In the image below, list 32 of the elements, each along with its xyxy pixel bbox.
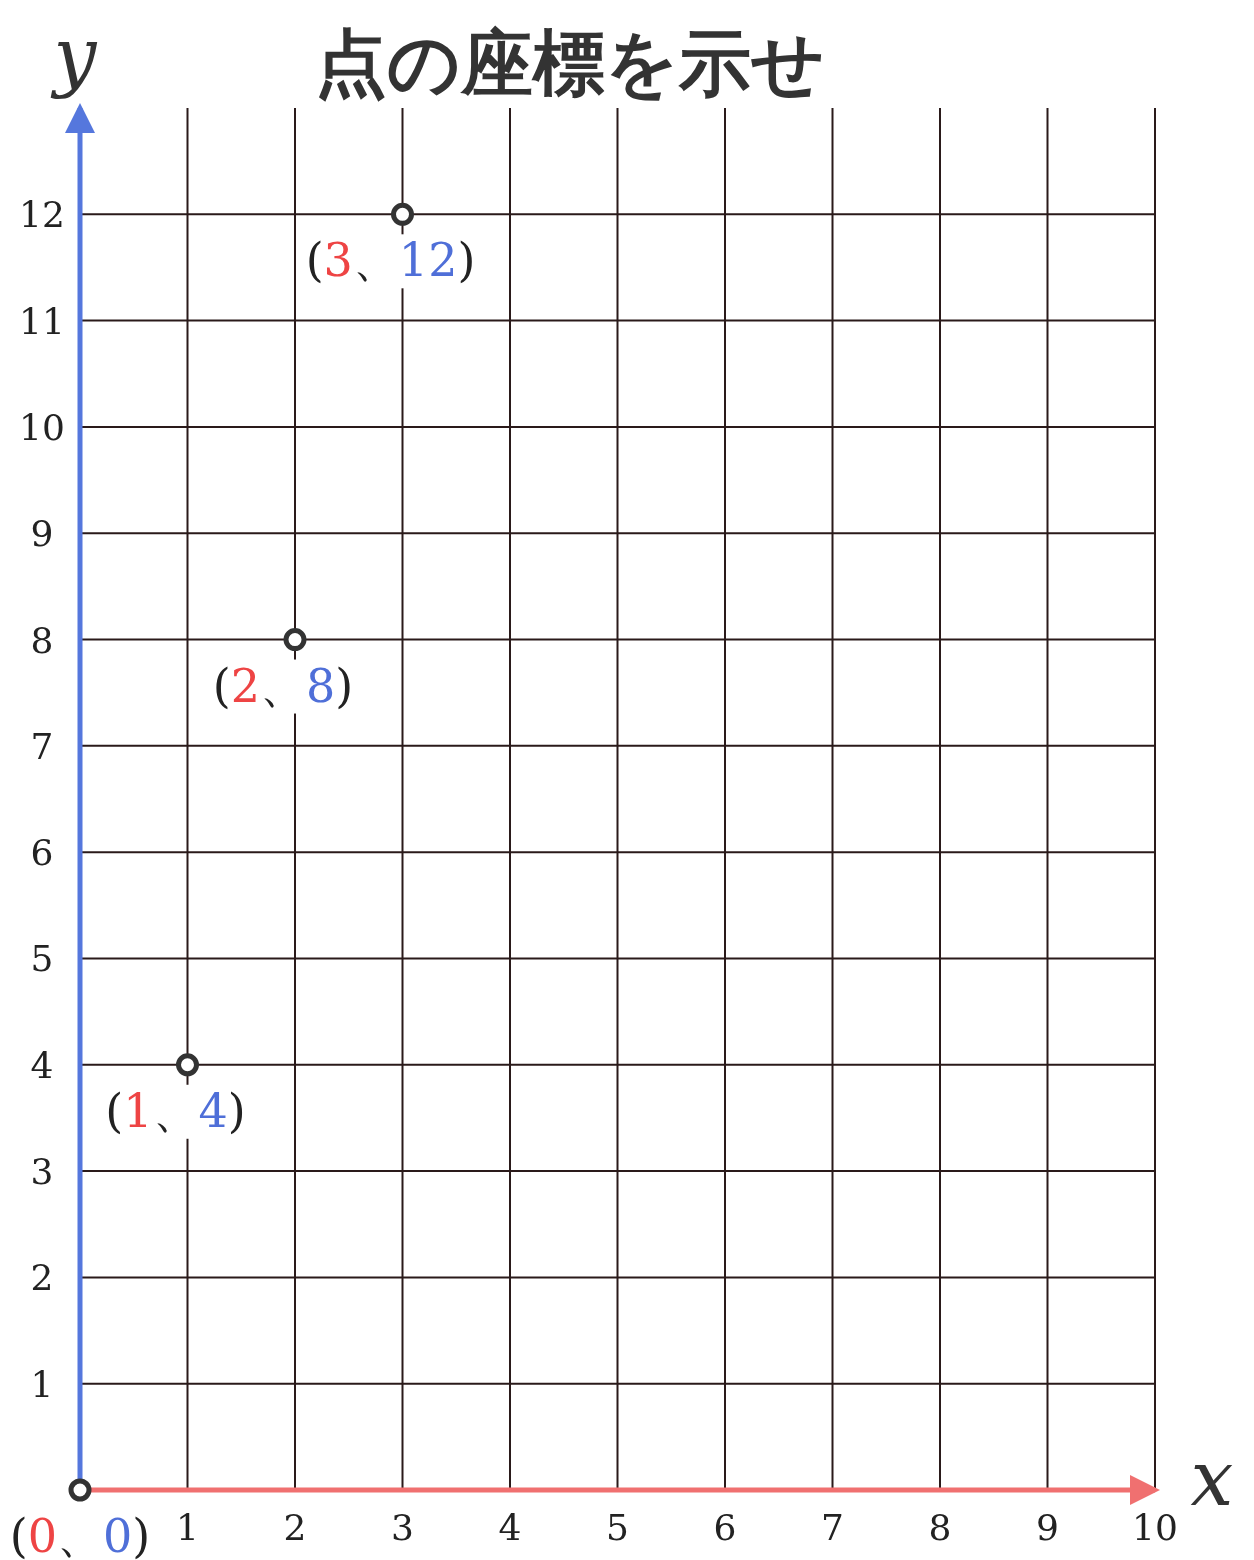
y-tick-label: 1 bbox=[30, 1363, 54, 1405]
y-tick-label: 3 bbox=[30, 1151, 54, 1193]
x-tick-label: 10 bbox=[1132, 1507, 1178, 1548]
y-tick-label: 2 bbox=[30, 1257, 54, 1299]
y-tick-label: 9 bbox=[30, 513, 54, 555]
y-axis-title: y bbox=[50, 11, 98, 100]
x-tick-label: 5 bbox=[606, 1507, 629, 1548]
y-tick-label: 7 bbox=[30, 725, 54, 767]
annotation: (1、4) bbox=[105, 1083, 246, 1138]
chart-title: 点の座標を示せ bbox=[315, 21, 825, 105]
y-tick-label: 12 bbox=[19, 194, 65, 236]
y-tick-label: 6 bbox=[30, 832, 54, 874]
point bbox=[283, 628, 307, 652]
annotation: (3、12) bbox=[305, 233, 476, 288]
y-tick-label: 10 bbox=[19, 406, 65, 448]
x-tick-label: 3 bbox=[391, 1507, 414, 1548]
x-tick-label: 1 bbox=[176, 1507, 199, 1548]
x-tick-label: 7 bbox=[821, 1507, 844, 1548]
x-tick-label: 2 bbox=[283, 1507, 307, 1548]
point bbox=[391, 202, 414, 226]
x-tick-label: 9 bbox=[1036, 1507, 1059, 1548]
point bbox=[176, 1053, 199, 1077]
y-tick-label: 4 bbox=[30, 1044, 54, 1086]
x-axis-title: x bbox=[1190, 1434, 1234, 1523]
x-tick-label: 4 bbox=[498, 1507, 522, 1548]
x-tick-label: 8 bbox=[928, 1507, 952, 1548]
y-tick-label: 8 bbox=[30, 619, 54, 661]
annotation: (2、8) bbox=[212, 658, 354, 713]
x-tick-label: 6 bbox=[713, 1507, 737, 1548]
annotation: (0、0) bbox=[9, 1509, 151, 1560]
y-tick-label: 5 bbox=[30, 938, 54, 980]
y-tick-label: 11 bbox=[19, 300, 65, 342]
